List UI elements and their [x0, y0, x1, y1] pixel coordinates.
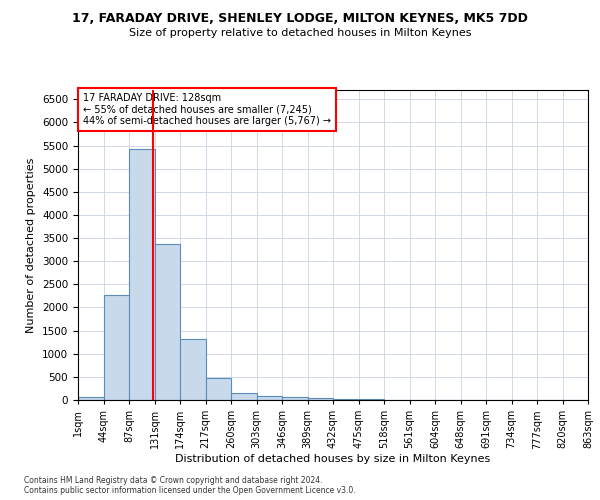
Bar [155, 244, 180, 400]
Bar [129, 149, 155, 400]
Bar [231, 392, 257, 400]
Bar [308, 398, 333, 400]
Bar [180, 340, 205, 400]
Bar [333, 398, 359, 400]
Bar [282, 398, 308, 400]
Bar [78, 396, 104, 400]
Text: Contains HM Land Registry data © Crown copyright and database right 2024.
Contai: Contains HM Land Registry data © Crown c… [24, 476, 356, 495]
Bar [104, 295, 129, 400]
X-axis label: Distribution of detached houses by size in Milton Keynes: Distribution of detached houses by size … [175, 454, 491, 464]
Text: Size of property relative to detached houses in Milton Keynes: Size of property relative to detached ho… [129, 28, 471, 38]
Bar [257, 396, 282, 400]
Bar [205, 378, 231, 400]
Bar [359, 399, 384, 400]
Y-axis label: Number of detached properties: Number of detached properties [26, 158, 37, 332]
Text: 17, FARADAY DRIVE, SHENLEY LODGE, MILTON KEYNES, MK5 7DD: 17, FARADAY DRIVE, SHENLEY LODGE, MILTON… [72, 12, 528, 26]
Text: 17 FARADAY DRIVE: 128sqm
← 55% of detached houses are smaller (7,245)
44% of sem: 17 FARADAY DRIVE: 128sqm ← 55% of detach… [83, 93, 331, 126]
